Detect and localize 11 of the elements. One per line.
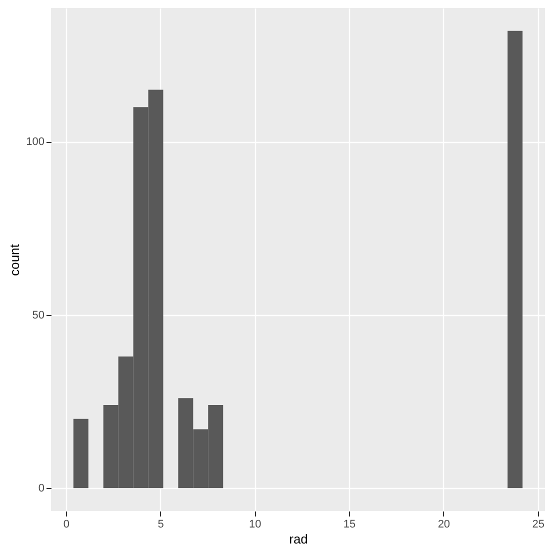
x-tick-label: 15 bbox=[343, 518, 356, 530]
y-tick-label: 100 bbox=[26, 136, 44, 148]
y-tick-label: 0 bbox=[38, 482, 44, 495]
x-axis-title: rad bbox=[289, 532, 308, 546]
x-tick-label: 20 bbox=[438, 518, 450, 530]
x-tick-label: 5 bbox=[158, 518, 164, 530]
x-tick-label: 25 bbox=[532, 518, 544, 530]
y-tick-label: 50 bbox=[32, 309, 44, 322]
x-tick-label: 10 bbox=[249, 518, 262, 530]
y-axis-title: count bbox=[7, 244, 22, 276]
x-tick-label: 0 bbox=[63, 518, 70, 530]
